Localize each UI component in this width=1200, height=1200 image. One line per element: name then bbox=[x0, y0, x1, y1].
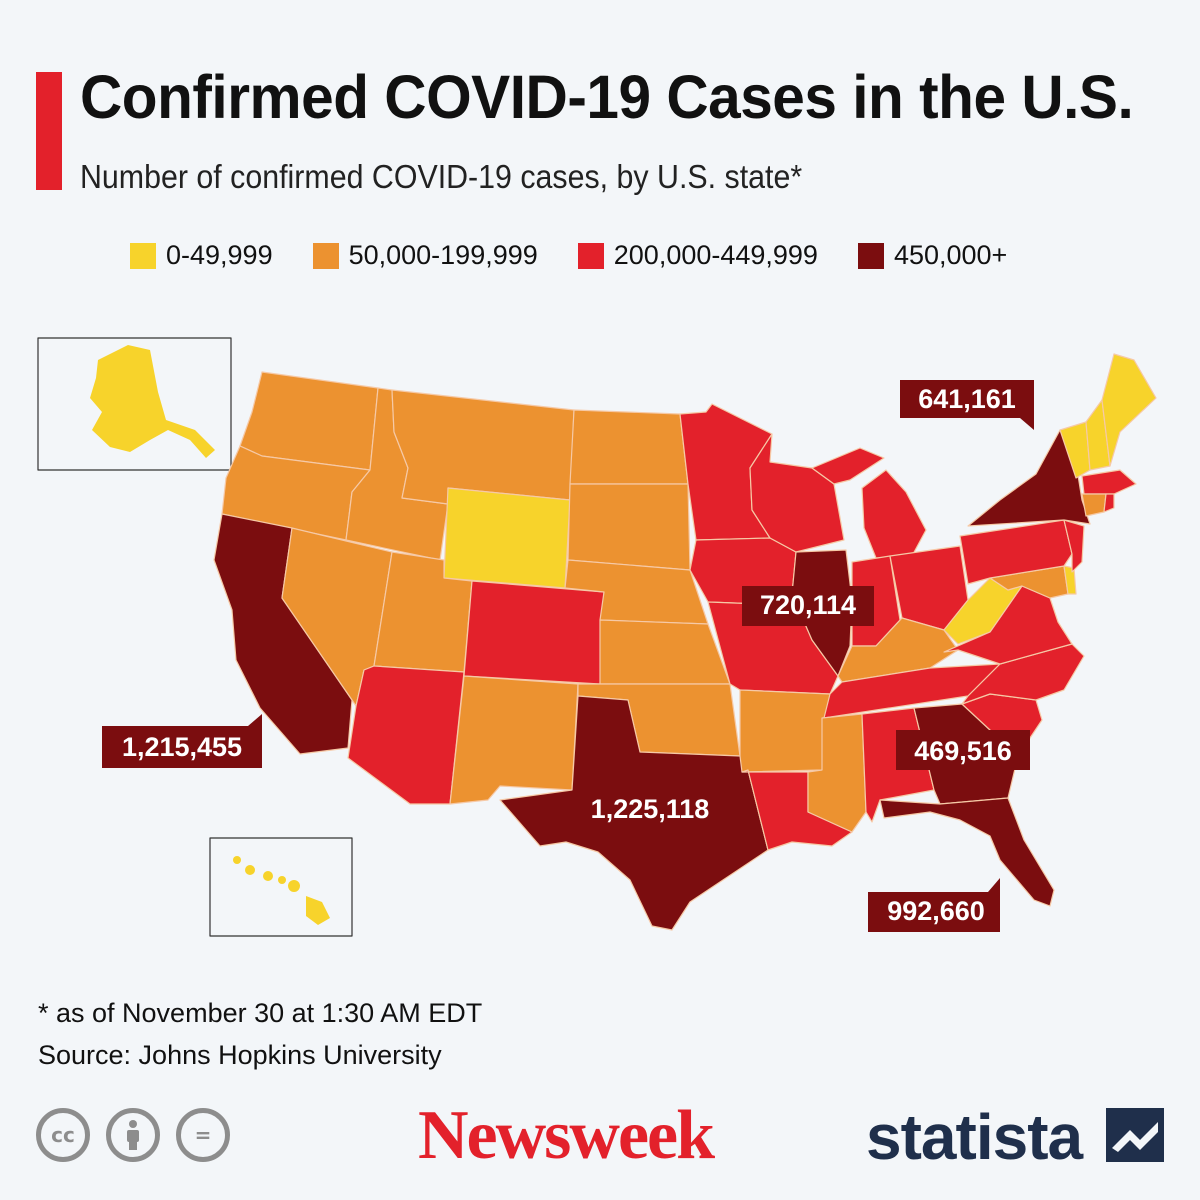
callout-texas: 1,225,118 bbox=[591, 794, 710, 824]
callout-label-california: 1,215,455 bbox=[122, 732, 242, 762]
state-north-dakota bbox=[569, 409, 689, 485]
callout-new-york: 641,161 bbox=[900, 380, 1034, 430]
statista-mark-icon bbox=[1106, 1108, 1164, 1162]
state-hawaii bbox=[233, 856, 330, 925]
nd-glyph: = bbox=[194, 1123, 212, 1147]
state-colorado bbox=[463, 580, 605, 685]
cc-icon[interactable]: cc bbox=[36, 1108, 90, 1162]
source-note: Source: Johns Hopkins University bbox=[38, 1040, 442, 1070]
callout-label-florida: 992,660 bbox=[887, 896, 985, 926]
state-wisconsin bbox=[749, 433, 845, 553]
legend-item-top: 450,000+ bbox=[857, 240, 1008, 271]
state-arkansas bbox=[739, 689, 831, 773]
callout-label-new-york: 641,161 bbox=[918, 384, 1016, 414]
state-south-dakota bbox=[567, 483, 691, 571]
legend-item-mid: 50,000-199,999 bbox=[312, 240, 538, 271]
legend-swatch-top bbox=[857, 242, 884, 269]
state-alaska bbox=[90, 345, 215, 458]
newsweek-logo[interactable]: Newsweek bbox=[418, 1097, 715, 1174]
callout-florida: 992,660 bbox=[868, 878, 1000, 932]
callout-label-georgia: 469,516 bbox=[914, 736, 1012, 766]
callout-georgia: 469,516 bbox=[896, 730, 1030, 770]
page-title: Confirmed COVID-19 Cases in the U.S. bbox=[80, 63, 1134, 131]
license-icons: cc = bbox=[36, 1108, 230, 1162]
page-subtitle: Number of confirmed COVID-19 cases, by U… bbox=[80, 158, 803, 195]
state-texas bbox=[499, 695, 769, 931]
footnote-date: * as of November 30 at 1:30 AM EDT bbox=[38, 998, 483, 1028]
attribution-person-glyph bbox=[127, 1120, 139, 1150]
state-wyoming bbox=[443, 487, 571, 589]
no-derivatives-icon[interactable]: = bbox=[176, 1108, 230, 1162]
state-new-mexico bbox=[449, 675, 579, 805]
state-new-jersey bbox=[1063, 519, 1085, 573]
legend-item-low: 0-49,999 bbox=[130, 240, 273, 271]
state-rhode-island bbox=[1103, 493, 1115, 513]
state-delaware bbox=[1063, 565, 1077, 595]
us-state-map: 641,161 720,114 1,215,455 1,225,118 469,… bbox=[37, 337, 1157, 937]
callout-illinois: 720,114 bbox=[742, 586, 874, 626]
legend-label-mid: 50,000-199,999 bbox=[348, 240, 538, 270]
legend: 0-49,999 50,000-199,999 200,000-449,999 … bbox=[130, 240, 1007, 271]
legend-label-low: 0-49,999 bbox=[166, 240, 273, 270]
legend-label-top: 450,000+ bbox=[893, 240, 1008, 270]
state-kansas bbox=[599, 619, 731, 685]
cc-glyph: cc bbox=[51, 1123, 75, 1147]
callout-label-texas: 1,225,118 bbox=[591, 794, 710, 824]
legend-swatch-high bbox=[577, 242, 604, 269]
state-michigan bbox=[811, 447, 927, 559]
legend-item-high: 200,000-449,999 bbox=[577, 240, 818, 271]
state-florida bbox=[879, 797, 1055, 907]
legend-label-high: 200,000-449,999 bbox=[613, 240, 818, 270]
state-montana bbox=[391, 389, 575, 505]
alaska-inset-frame bbox=[37, 337, 232, 471]
callout-label-illinois: 720,114 bbox=[760, 590, 856, 620]
state-connecticut bbox=[1081, 493, 1107, 517]
footnote-block: * as of November 30 at 1:30 AM EDT Sourc… bbox=[38, 992, 482, 1076]
state-massachusetts bbox=[1081, 469, 1137, 495]
hawaii-inset-frame bbox=[209, 837, 353, 937]
callout-california: 1,215,455 bbox=[102, 714, 262, 768]
state-maine bbox=[1101, 353, 1157, 467]
accent-bar bbox=[36, 72, 62, 190]
statista-logo[interactable]: statista bbox=[866, 1101, 1083, 1173]
legend-swatch-low bbox=[130, 242, 156, 269]
state-arizona bbox=[347, 665, 465, 805]
legend-swatch-mid bbox=[312, 242, 339, 269]
attribution-icon[interactable] bbox=[106, 1108, 160, 1162]
